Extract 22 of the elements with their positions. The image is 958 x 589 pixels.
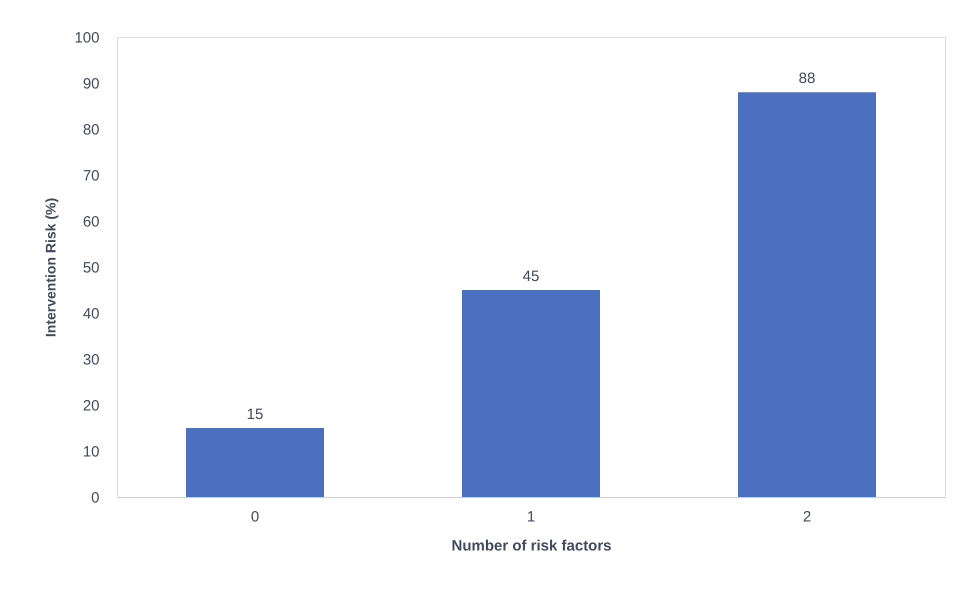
x-tick-label: 1 (526, 508, 536, 526)
bar (186, 428, 324, 497)
data-label: 88 (798, 70, 816, 88)
bar (738, 92, 876, 497)
y-tick-label: 70 (82, 168, 100, 184)
y-tick-label: 90 (82, 76, 100, 92)
y-tick-label: 30 (82, 352, 100, 368)
y-tick-label: 0 (91, 490, 100, 506)
y-tick-label: 10 (82, 444, 100, 460)
data-label: 15 (246, 406, 264, 423)
bar (462, 290, 600, 497)
x-tick-label: 2 (802, 508, 812, 526)
data-label: 45 (522, 268, 540, 285)
y-tick-label: 60 (82, 214, 100, 230)
y-tick-label: 50 (82, 260, 100, 276)
x-tick-label: 0 (250, 508, 260, 526)
y-tick-label: 40 (82, 306, 100, 322)
y-axis-title: Intervention Risk (%) (42, 198, 58, 338)
x-axis-title: Number of risk factors (451, 538, 612, 554)
y-tick-label: 20 (82, 398, 100, 414)
y-tick-label: 80 (82, 122, 100, 138)
y-tick-label: 100 (74, 30, 100, 46)
